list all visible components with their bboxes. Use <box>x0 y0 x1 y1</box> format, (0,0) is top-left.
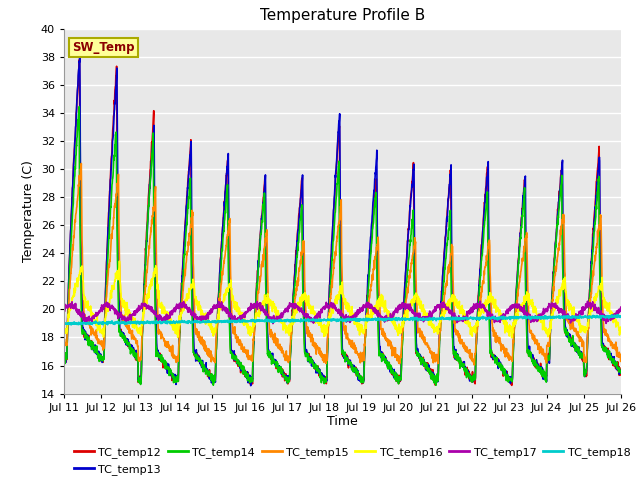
TC_temp17 <box>568 317 576 323</box>
TC_temp12 <box>617 372 625 378</box>
TC_temp18 <box>584 314 591 320</box>
TC_temp13 <box>247 383 255 389</box>
TC_temp15 <box>584 336 591 342</box>
TC_temp16 <box>60 329 68 335</box>
TC_temp18 <box>371 316 379 322</box>
TC_temp15 <box>359 354 367 360</box>
TC_temp14 <box>216 289 223 295</box>
TC_temp17 <box>476 299 484 304</box>
TC_temp17 <box>359 305 367 311</box>
TC_temp12 <box>371 193 379 199</box>
TC_temp17 <box>505 306 513 312</box>
TC_temp13 <box>568 343 576 349</box>
TC_temp16 <box>617 328 625 334</box>
TC_temp13 <box>76 51 84 57</box>
Line: TC_temp15: TC_temp15 <box>64 164 621 365</box>
TC_temp18 <box>60 321 68 327</box>
TC_temp12 <box>76 57 83 62</box>
TC_temp12 <box>504 376 512 382</box>
TC_temp18 <box>216 319 223 325</box>
TC_temp14 <box>60 357 68 362</box>
TC_temp16 <box>584 320 591 326</box>
TC_temp13 <box>60 354 68 360</box>
Title: Temperature Profile B: Temperature Profile B <box>260 9 425 24</box>
TC_temp16 <box>504 329 512 335</box>
TC_temp12 <box>584 334 591 340</box>
TC_temp15 <box>617 358 625 364</box>
TC_temp18 <box>359 317 367 323</box>
Text: SW_Temp: SW_Temp <box>72 41 135 54</box>
TC_temp16 <box>116 258 124 264</box>
TC_temp15 <box>60 340 68 346</box>
TC_temp17 <box>81 321 89 326</box>
TC_temp18 <box>504 315 512 321</box>
TC_temp12 <box>60 352 68 358</box>
TC_temp16 <box>568 307 576 312</box>
TC_temp13 <box>359 380 367 385</box>
X-axis label: Time: Time <box>327 415 358 429</box>
TC_temp13 <box>584 337 591 343</box>
TC_temp17 <box>216 302 223 308</box>
TC_temp12 <box>359 378 367 384</box>
TC_temp18 <box>568 315 575 321</box>
TC_temp17 <box>371 305 379 311</box>
TC_temp17 <box>584 299 591 304</box>
TC_temp15 <box>568 321 576 327</box>
TC_temp15 <box>216 297 223 302</box>
TC_temp12 <box>568 335 576 341</box>
TC_temp13 <box>617 368 625 373</box>
TC_temp16 <box>359 327 367 333</box>
TC_temp12 <box>216 279 223 285</box>
TC_temp14 <box>584 338 591 344</box>
TC_temp15 <box>371 255 379 261</box>
TC_temp16 <box>508 335 516 341</box>
TC_temp16 <box>371 308 379 313</box>
Line: TC_temp17: TC_temp17 <box>64 301 621 324</box>
TC_temp18 <box>614 312 622 318</box>
Line: TC_temp12: TC_temp12 <box>64 60 621 385</box>
TC_temp15 <box>470 362 478 368</box>
TC_temp14 <box>359 375 367 381</box>
Line: TC_temp18: TC_temp18 <box>64 315 621 325</box>
TC_temp18 <box>74 322 82 328</box>
Legend: TC_temp12, TC_temp13, TC_temp14, TC_temp15, TC_temp16, TC_temp17, TC_temp18: TC_temp12, TC_temp13, TC_temp14, TC_temp… <box>70 443 635 479</box>
Y-axis label: Temperature (C): Temperature (C) <box>22 160 35 262</box>
TC_temp14 <box>505 376 513 382</box>
TC_temp13 <box>505 374 513 380</box>
TC_temp12 <box>508 383 516 388</box>
TC_temp14 <box>432 383 440 388</box>
TC_temp18 <box>617 313 625 319</box>
TC_temp13 <box>216 276 223 282</box>
TC_temp14 <box>617 370 625 376</box>
TC_temp16 <box>216 308 223 313</box>
Line: TC_temp14: TC_temp14 <box>64 107 621 385</box>
TC_temp14 <box>568 339 576 345</box>
TC_temp17 <box>617 304 625 310</box>
Line: TC_temp16: TC_temp16 <box>64 261 621 338</box>
TC_temp15 <box>77 161 85 167</box>
TC_temp15 <box>505 352 513 358</box>
TC_temp14 <box>371 203 379 209</box>
Line: TC_temp13: TC_temp13 <box>64 54 621 386</box>
TC_temp13 <box>371 176 379 181</box>
TC_temp17 <box>60 306 68 312</box>
TC_temp14 <box>76 104 83 109</box>
